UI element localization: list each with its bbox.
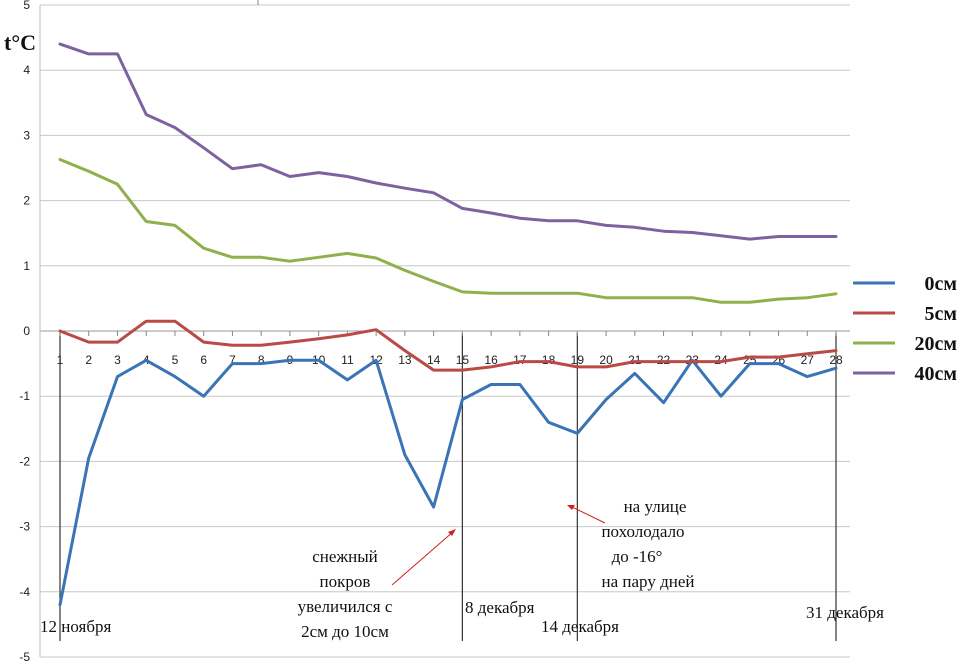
annotation-cold-line-2: похолодало: [601, 522, 684, 541]
date-label: 31 декабря: [806, 603, 884, 622]
date-label: 8 декабря: [465, 598, 535, 617]
series-line-2: [58, 158, 838, 304]
x-tick-label: 27: [801, 353, 815, 367]
x-tick-label: 1: [57, 353, 64, 367]
x-tick-label: 6: [200, 353, 207, 367]
annotation-snow-line-2: покров: [320, 572, 371, 591]
date-labels: 12 ноября 8 декабря 14 декабря 31 декабря: [40, 598, 884, 636]
date-marker-lines: [59, 333, 837, 641]
series-line-3: [58, 42, 838, 241]
y-tick-label: 0: [23, 324, 30, 338]
annotation-snow: снежный покров увеличился с 2см до 10см: [298, 529, 456, 641]
x-tick-label: 14: [427, 353, 441, 367]
annotation-cold-arrowhead: [567, 505, 575, 510]
annotation-snow-arrowhead: [448, 529, 456, 536]
annotation-cold-line-4: на пару дней: [602, 572, 695, 591]
x-tick-label: 22: [657, 353, 671, 367]
legend-label: 0см: [925, 273, 958, 295]
legend-label: 20см: [915, 333, 958, 355]
y-tick-label: -1: [19, 389, 30, 403]
series-line-1: [58, 319, 838, 372]
x-tick-label: 17: [513, 353, 527, 367]
x-tick-label: 2: [85, 353, 92, 367]
annotation-cold-arrow: [569, 505, 606, 524]
x-tick-label: 20: [599, 353, 613, 367]
series-lines: [58, 42, 838, 607]
legend-label: 40см: [915, 363, 958, 385]
annotation-cold-line-3: до -16°: [612, 547, 663, 566]
y-tick-label: -5: [19, 650, 30, 664]
y-tick-label: 4: [23, 63, 30, 77]
legend: 0см 5см 20см 40см: [853, 273, 957, 385]
x-tick-label: 7: [229, 353, 236, 367]
x-tick-label: 5: [172, 353, 179, 367]
y-tick-label: 3: [23, 128, 30, 142]
date-label: 14 декабря: [541, 617, 619, 636]
x-tick-label: 24: [714, 353, 728, 367]
annotation-cold: на улице похолодало до -16° на пару дней: [567, 497, 694, 591]
x-tick-label: 13: [398, 353, 412, 367]
y-tick-label: -2: [19, 454, 30, 468]
legend-label: 5см: [925, 303, 958, 325]
annotation-snow-arrow: [391, 530, 455, 586]
y-axis-label: t°C: [4, 30, 36, 55]
date-label: 12 ноября: [40, 617, 111, 636]
y-tick-labels: 5 4 3 2 1 0 -1 -2 -3 -4 -5: [19, 0, 30, 664]
annotation-snow-line-4: 2см до 10см: [301, 622, 389, 641]
gridlines: [39, 0, 850, 658]
x-tick-label: 28: [829, 353, 843, 367]
y-tick-label: -3: [19, 520, 30, 534]
series-line-0: [58, 358, 838, 607]
x-tick-label: 18: [542, 353, 556, 367]
x-tick-label: 11: [341, 353, 354, 367]
x-tick-label: 8: [258, 353, 265, 367]
y-tick-label: 5: [23, 0, 30, 12]
annotation-cold-line-1: на улице: [624, 497, 687, 516]
x-tick-label: 16: [484, 353, 498, 367]
y-tick-label: 2: [23, 194, 30, 208]
annotation-snow-line-1: снежный: [312, 547, 378, 566]
y-tick-label: -4: [19, 585, 30, 599]
x-tick-label: 21: [628, 353, 642, 367]
x-tick-label: 15: [456, 353, 470, 367]
x-tick-label: 19: [571, 353, 585, 367]
x-tick-label: 3: [114, 353, 121, 367]
y-tick-label: 1: [23, 259, 30, 273]
annotation-snow-line-3: увеличился с: [298, 597, 393, 616]
